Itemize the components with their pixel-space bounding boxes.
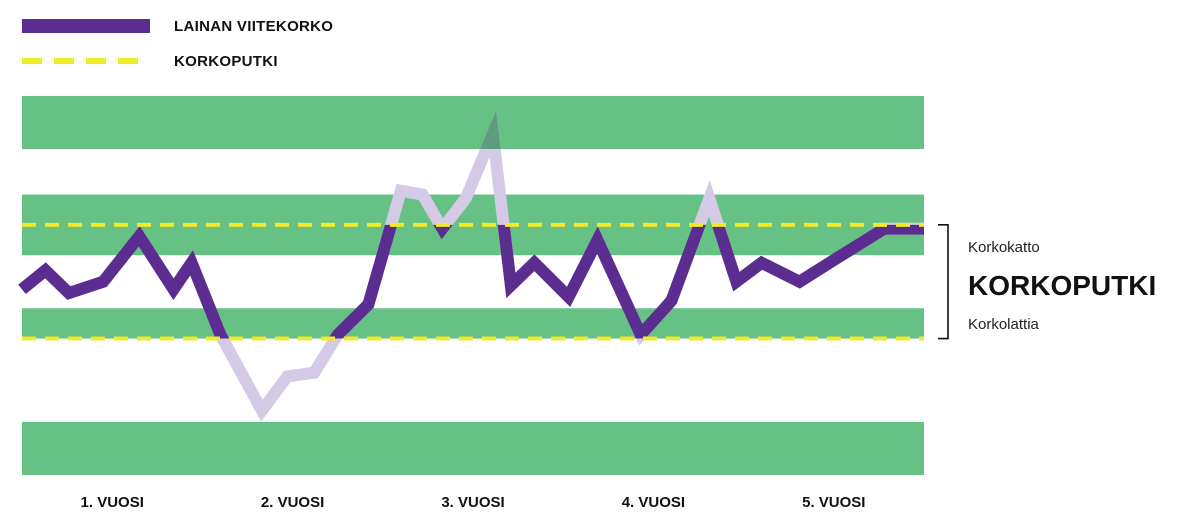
pipe-bracket: [938, 224, 949, 340]
pipe-lines: [22, 222, 924, 341]
background-band: [22, 421, 924, 475]
x-tick-label: 1. VUOSI: [81, 494, 144, 511]
background-band: [22, 96, 924, 150]
series-line-viitekorko: [18, 224, 924, 339]
series-lines: [18, 110, 924, 422]
x-tick-label: 5. VUOSI: [802, 494, 865, 511]
background-band: [22, 308, 924, 339]
legend: LAINAN VIITEKORKO KORKOPUTKI: [22, 18, 333, 70]
background-bands: [22, 96, 924, 475]
legend-label-korkoputki: KORKOPUTKI: [174, 53, 278, 70]
x-axis-ticks: 1. VUOSI 2. VUOSI 3. VUOSI 4. VUOSI 5. VUOSI: [81, 494, 866, 511]
legend-label-viitekorko: LAINAN VIITEKORKO: [174, 18, 333, 35]
x-tick-label: 3. VUOSI: [441, 494, 504, 511]
x-tick-label: 4. VUOSI: [622, 494, 685, 511]
pipe-annotation: Korkokatto KORKOPUTKI Korkolattia: [938, 224, 1156, 340]
pipe-title: KORKOPUTKI: [968, 270, 1156, 301]
pipe-floor-label: Korkolattia: [968, 316, 1040, 333]
pipe-cap-label: Korkokatto: [968, 239, 1040, 256]
x-tick-label: 2. VUOSI: [261, 494, 324, 511]
